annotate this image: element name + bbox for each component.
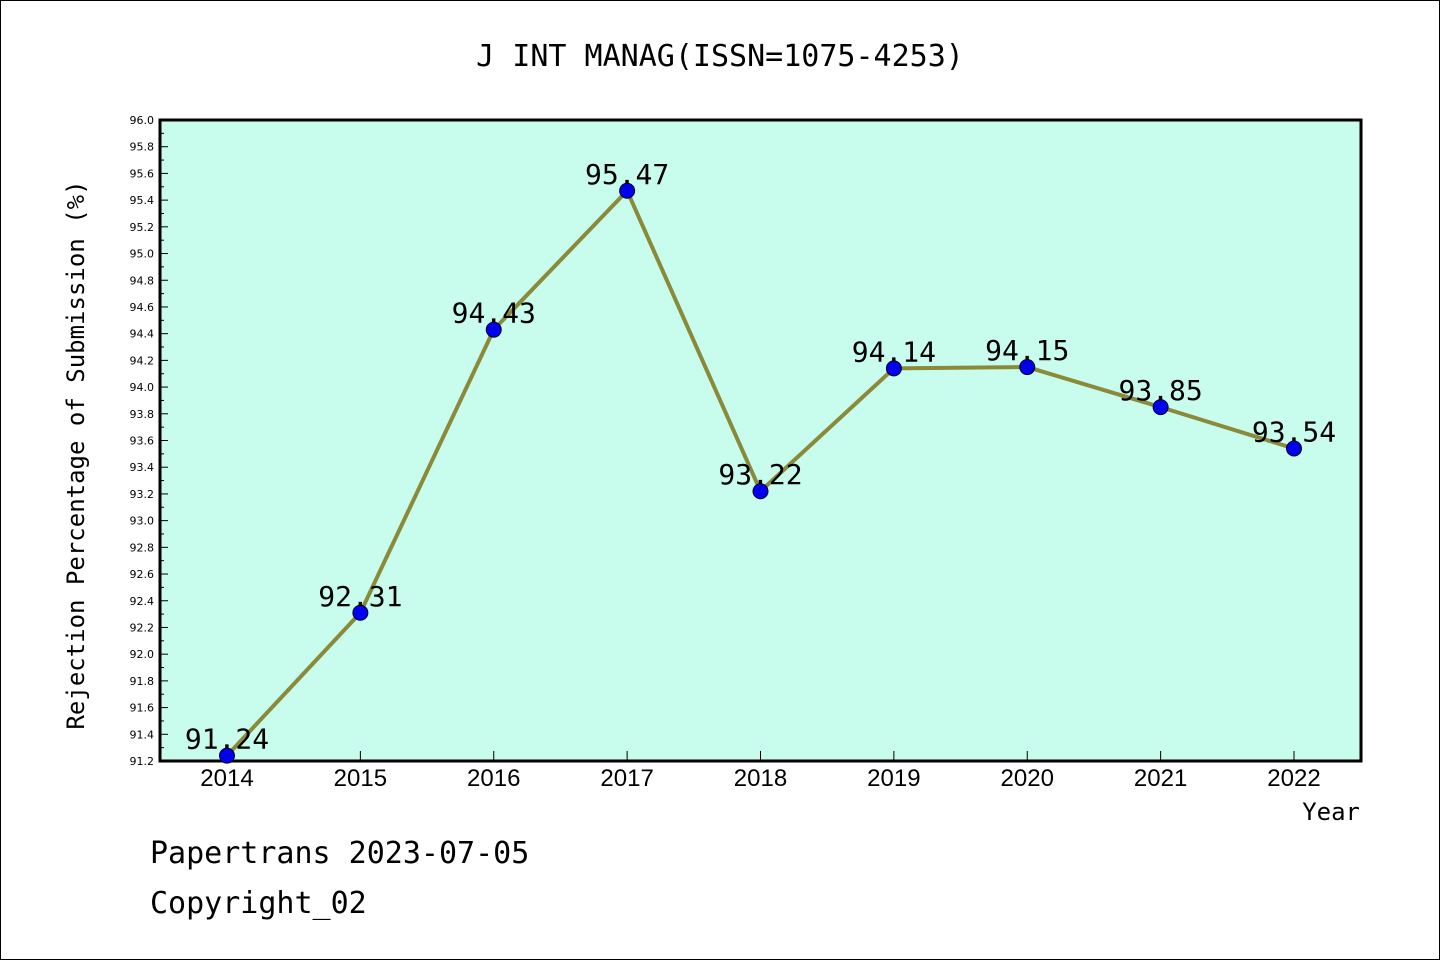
y-tick-label: 94.2	[130, 354, 155, 367]
x-tick-label: 2014	[200, 765, 253, 792]
y-tick-label: 93.6	[130, 435, 155, 448]
series-markers	[219, 182, 1302, 764]
y-tick-label: 93.0	[130, 515, 155, 528]
data-point	[219, 747, 235, 764]
y-tick-label: 94.0	[130, 381, 155, 394]
data-label: 93.22	[718, 458, 802, 491]
y-tick-label: 95.8	[130, 141, 155, 154]
data-label: 93.54	[1252, 416, 1336, 449]
y-tick-label: 95.6	[130, 167, 155, 180]
footer-copyright: Copyright_02	[150, 886, 367, 921]
y-tick-label: 93.8	[130, 408, 155, 421]
x-tick-label: 2022	[1267, 765, 1320, 792]
x-tick-label: 2016	[467, 765, 520, 792]
y-tick-label: 92.0	[130, 648, 155, 661]
data-label: 95.47	[585, 158, 669, 191]
data-label: 94.43	[452, 297, 536, 330]
x-axis-label: Year	[1302, 798, 1360, 826]
data-point	[352, 604, 369, 621]
y-tick-label: 91.8	[130, 675, 155, 688]
y-tick-label: 94.6	[130, 301, 155, 314]
data-point	[1286, 440, 1302, 457]
x-tick-label: 2019	[867, 765, 920, 792]
y-tick-label: 93.2	[130, 488, 155, 501]
y-tick-label: 91.4	[130, 728, 155, 741]
data-label: 92.31	[318, 580, 402, 613]
data-label: 94.15	[985, 334, 1069, 367]
data-label: 94.14	[852, 335, 936, 368]
y-tick-label: 96.0	[130, 114, 155, 127]
chart-title: J INT MANAG(ISSN=1075-4253)	[476, 39, 964, 74]
y-tick-label: 91.6	[130, 702, 155, 715]
x-tick-label: 2021	[1134, 765, 1187, 792]
y-tick-label: 92.2	[130, 621, 155, 634]
data-label: 93.85	[1118, 374, 1202, 407]
data-point	[485, 321, 502, 338]
data-label: 91.24	[185, 723, 269, 756]
data-point	[752, 483, 769, 500]
y-tick-label: 95.0	[130, 248, 155, 261]
y-tick-label: 93.4	[130, 461, 155, 474]
data-labels: 91.24 92.31 94.43 95.47 93.22 94.14 94.15 93.85…	[185, 158, 1336, 756]
y-tick-label: 95.4	[130, 194, 155, 207]
data-point	[885, 360, 902, 377]
y-tick-label: 92.6	[130, 568, 155, 581]
y-tick-label: 92.4	[130, 595, 155, 608]
data-point	[1019, 359, 1036, 376]
y-axis-ticks: 91.2 91.4 91.6 91.8 92.0 92.2 92.4 92.6 92.8 93.0…	[130, 114, 168, 768]
plot-area	[158, 118, 1363, 763]
x-tick-label: 2018	[734, 765, 787, 792]
x-tick-label: 2020	[1001, 765, 1054, 792]
y-tick-label: 92.8	[130, 541, 155, 554]
y-tick-label: 95.2	[130, 221, 155, 234]
y-tick-label: 94.8	[130, 274, 155, 287]
y-axis-label: Rejection Percentage of Submission (%)	[62, 180, 90, 729]
data-point	[619, 182, 636, 199]
y-tick-label: 91.2	[130, 755, 155, 768]
y-tick-label: 94.4	[130, 328, 155, 341]
x-tick-label: 2017	[600, 765, 653, 792]
data-point	[1152, 399, 1169, 416]
x-tick-label: 2015	[334, 765, 387, 792]
footer-credit: Papertrans 2023-07-05	[150, 836, 530, 871]
x-axis-ticks: 2014 2015 2016 2017 2018 2019 2020 2021 2022	[200, 751, 1321, 792]
